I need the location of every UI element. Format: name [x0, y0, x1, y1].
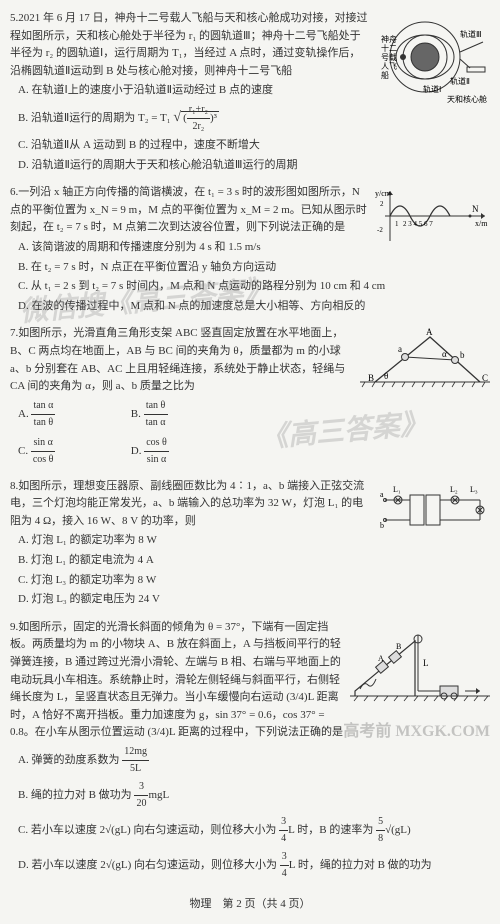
q7-num: 7. [10, 327, 18, 339]
q7-optC: C. sin αcos θ [18, 435, 128, 468]
q6-figure: N y/cm x/m 2 -2 1 2 3 4 5 6 7 [375, 186, 490, 253]
svg-text:天和核心舱: 天和核心舱 [447, 94, 487, 104]
svg-text:y/cm: y/cm [375, 189, 392, 198]
q5-figure: 神舟 十二 号载 人飞 船 轨道Ⅰ 轨道Ⅱ 轨道Ⅲ 天和核心舱 [375, 12, 490, 114]
svg-text:轨道Ⅰ: 轨道Ⅰ [423, 84, 441, 94]
svg-text:A: A [426, 327, 433, 337]
svg-text:L₃: L₃ [470, 485, 478, 494]
q8-optC: C. 灯泡 L₃ 的额定功率为 8 W [18, 572, 490, 590]
q5-optD: D. 沿轨道Ⅱ运行的周期大于天和核心舱沿轨道Ⅲ运行的周期 [18, 157, 490, 175]
svg-text:b: b [460, 350, 465, 360]
q9-body: 如图所示，固定的光滑长斜面的倾角为 θ = 37°，下端有一固定挡板。两质量均为… [10, 621, 343, 739]
svg-text:2 3 4 5 6 7: 2 3 4 5 6 7 [403, 220, 433, 228]
svg-text:L₂: L₂ [450, 485, 458, 494]
q5-num: 5. [10, 12, 18, 24]
q5-optC: C. 沿轨道Ⅱ从 A 运动到 B 的过程中，速度不断增大 [18, 137, 490, 155]
q9-optB: B. 绳的拉力对 B 做功为 320mgL [18, 779, 490, 812]
question-9: A B L 9.如图所示，固定的光滑长斜面的倾角为 θ = 37°，下端有一固定… [10, 619, 490, 884]
svg-text:α: α [442, 349, 447, 359]
page-footer: 物理 第 2 页（共 4 页） [10, 896, 490, 914]
q6-body: 一列沿 x 轴正方向传播的简谐横波，在 t₁ = 3 s 时的波形图如图所示，N… [10, 186, 367, 233]
q9-optD: D. 若小车以速度 2√(gL) 向右匀速运动，则位移大小为 34L 时，绳的拉… [18, 849, 490, 882]
svg-text:a: a [380, 490, 384, 499]
q8-optD: D. 灯泡 L₃ 的额定电压为 24 V [18, 591, 490, 609]
q9-optC: C. 若小车以速度 2√(gL) 向右匀速运动，则位移大小为 34L 时，B 的… [18, 814, 490, 847]
svg-text:B: B [368, 373, 374, 383]
q6-optC: C. 从 t₁ = 2 s 到 t₂ = 7 s 时间内，M 点和 N 点运动的… [18, 278, 490, 296]
svg-text:A: A [378, 654, 384, 663]
q8-figure: a b L₁ L₂ L₃ [380, 480, 490, 552]
svg-text:b: b [380, 521, 384, 530]
q7-body: 如图所示，光滑直角三角形支架 ABC 竖直固定放置在水平地面上，B、C 两点均在… [10, 327, 345, 392]
question-6: N y/cm x/m 2 -2 1 2 3 4 5 6 7 6.一列沿 x 轴正… [10, 184, 490, 317]
svg-text:十二: 十二 [381, 43, 397, 53]
svg-text:轨道Ⅲ: 轨道Ⅲ [460, 29, 482, 39]
q9-figure: A B L [350, 621, 490, 713]
q8-optB: B. 灯泡 L₁ 的额定电流为 4 A [18, 552, 490, 570]
svg-text:a: a [398, 344, 402, 354]
svg-text:N: N [472, 204, 479, 214]
svg-text:船: 船 [381, 70, 389, 80]
svg-text:号载: 号载 [381, 52, 397, 62]
svg-text:x/m: x/m [475, 219, 488, 228]
svg-text:轨道Ⅱ: 轨道Ⅱ [450, 76, 470, 86]
q6-num: 6. [10, 186, 18, 198]
q7-optD: D. cos θsin α [131, 435, 241, 468]
q7-optB: B. tan θtan α [131, 398, 241, 431]
question-8: a b L₁ L₂ L₃ 8.如图所示，理想变压器原、副线圈匝数比为 4∶1，a… [10, 478, 490, 611]
q5-body: 2021 年 6 月 17 日，神舟十二号载人飞船与天和核心舱成功对接，对接过程… [10, 12, 368, 77]
q8-body: 如图所示，理想变压器原、副线圈匝数比为 4∶1，a、b 端接入正弦交流电，三个灯… [10, 480, 364, 527]
q7-optA: A. tan αtan θ [18, 398, 128, 431]
q6-optD: D. 在波的传播过程中，M 点和 N 点的加速度总是大小相等、方向相反的 [18, 298, 490, 316]
svg-text:神舟: 神舟 [381, 34, 397, 44]
svg-text:人飞: 人飞 [381, 62, 397, 71]
svg-text:2: 2 [380, 200, 384, 208]
svg-text:L₁: L₁ [393, 485, 401, 494]
q9-optA: A. 弹簧的劲度系数为 12mg5L [18, 744, 490, 777]
svg-text:C: C [482, 373, 488, 383]
q7-figure: A B C a b θ α [360, 327, 490, 399]
svg-text:-2: -2 [377, 226, 383, 234]
question-5: 神舟 十二 号载 人飞 船 轨道Ⅰ 轨道Ⅱ 轨道Ⅲ 天和核心舱 5.2021 年… [10, 10, 490, 176]
svg-text:B: B [396, 642, 401, 651]
q9-num: 9. [10, 621, 18, 633]
svg-text:1: 1 [395, 220, 399, 228]
q6-optB: B. 在 t₂ = 7 s 时，N 点正在平衡位置沿 y 轴负方向运动 [18, 259, 490, 277]
q8-num: 8. [10, 480, 18, 492]
svg-text:L: L [423, 658, 429, 668]
svg-text:θ: θ [384, 371, 388, 381]
question-7: A B C a b θ α 7.如图所示，光滑直角三角形支架 ABC 竖直固定放… [10, 325, 490, 469]
